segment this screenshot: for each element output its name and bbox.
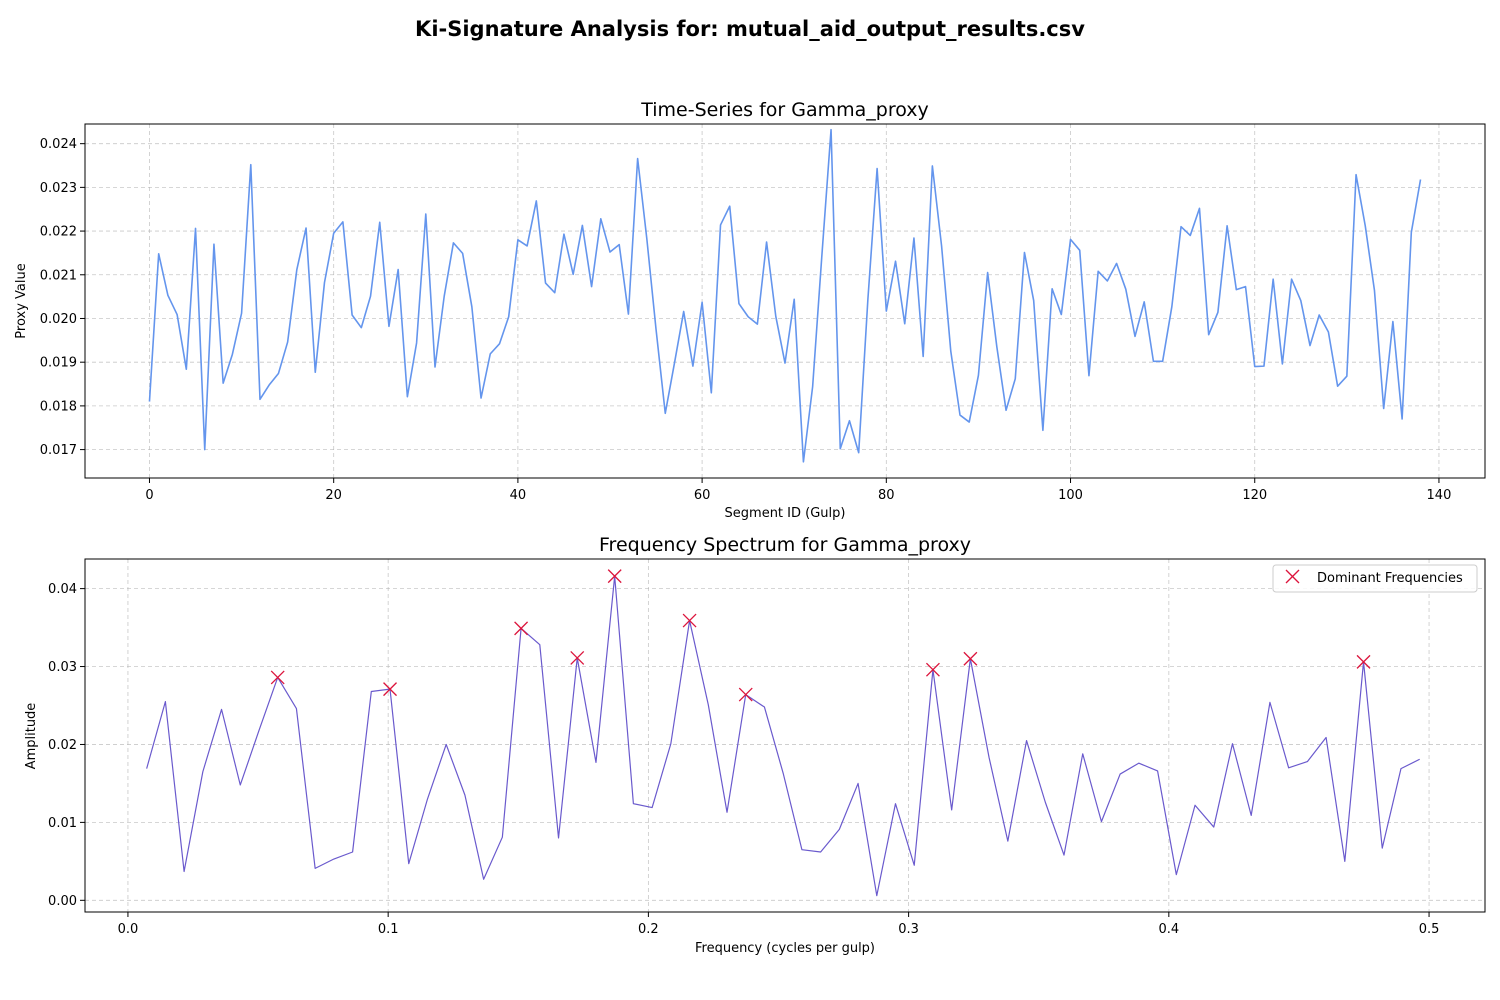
marker-stroke <box>682 613 697 628</box>
time-series-xtick-label: 40 <box>510 488 527 503</box>
dominant-frequency-marker <box>383 682 397 697</box>
time-series-xtick-label: 20 <box>325 488 342 503</box>
dominant-frequency-marker <box>514 621 529 636</box>
frequency-spectrum-ticks: 0.0 0.1 0.2 0.3 0.4 0.5 0.00 0.01 0.02 0.03 0.04 <box>48 582 1439 937</box>
dominant-frequency-marker <box>682 613 697 628</box>
dominant-frequency-marker <box>607 569 622 584</box>
time-series-xtick-label: 120 <box>1242 488 1267 503</box>
time-series-ytick-label: 0.017 <box>40 443 77 458</box>
frequency-spectrum-ytick-label: 0.00 <box>48 894 77 909</box>
frequency-spectrum-xtick-label: 0.1 <box>378 922 399 937</box>
marker-stroke <box>383 682 397 697</box>
frequency-spectrum-grid <box>85 559 1485 912</box>
frequency-spectrum-xtick-label: 0.2 <box>638 922 659 937</box>
frequency-spectrum-panel: Frequency Spectrum for Gamma_proxy 0.0 0.… <box>24 534 1486 956</box>
time-series-panel: Time-Series for Gamma_proxy 0 20 40 60 80 100… <box>14 99 1486 521</box>
time-series-series-line <box>148 128 1422 463</box>
frequency-spectrum-ytick-label: 0.03 <box>48 660 77 675</box>
legend: Dominant Frequencies <box>1272 564 1478 593</box>
time-series-ytick-label: 0.024 <box>40 137 77 152</box>
time-series-xtick-label: 80 <box>878 488 895 503</box>
dominant-frequency-marker <box>270 670 285 685</box>
time-series-xtick-label: 60 <box>694 488 711 503</box>
marker-stroke <box>514 621 529 636</box>
time-series-line-group <box>148 128 1422 463</box>
frequency-spectrum-ytick-label: 0.01 <box>48 816 77 831</box>
time-series-ytick-label: 0.020 <box>40 312 77 327</box>
marker-stroke <box>607 569 622 584</box>
marker-stroke <box>925 662 940 677</box>
time-series-ytick-label: 0.022 <box>40 225 77 240</box>
time-series-ytick-label: 0.018 <box>40 399 77 414</box>
frequency-spectrum-title: Frequency Spectrum for Gamma_proxy <box>599 534 971 556</box>
frequency-spectrum-line-group <box>146 575 1420 897</box>
marker-stroke <box>738 687 753 702</box>
frequency-spectrum-plot-frame <box>84 558 1486 913</box>
dominant-frequency-marker <box>925 662 940 677</box>
time-series-ytick-label: 0.021 <box>40 268 77 283</box>
frequency-spectrum-ylabel: Amplitude <box>24 703 39 770</box>
legend-marker-icon <box>1285 569 1300 584</box>
dominant-frequency-markers <box>270 569 1371 702</box>
dominant-frequency-marker <box>570 651 585 665</box>
frequency-spectrum-xtick-label: 0.0 <box>118 922 139 937</box>
time-series-plot-frame <box>84 123 1486 479</box>
dominant-frequency-marker <box>963 651 978 666</box>
time-series-xtick-label: 140 <box>1427 488 1452 503</box>
marker-stroke <box>570 651 585 665</box>
time-series-ytick-label: 0.023 <box>40 181 77 196</box>
marker-stroke <box>963 651 978 666</box>
dominant-frequency-marker <box>738 687 753 702</box>
time-series-title: Time-Series for Gamma_proxy <box>640 99 929 121</box>
legend-label: Dominant Frequencies <box>1317 571 1463 586</box>
frequency-spectrum-series-line <box>146 575 1420 897</box>
frequency-spectrum-xtick-label: 0.3 <box>898 922 919 937</box>
time-series-grid <box>85 124 1485 478</box>
frequency-spectrum-ytick-label: 0.02 <box>48 738 77 753</box>
figure-title: Ki-Signature Analysis for: mutual_aid_ou… <box>415 17 1085 41</box>
time-series-ylabel: Proxy Value <box>14 263 29 338</box>
legend-box <box>1272 564 1478 593</box>
frequency-spectrum-xtick-label: 0.5 <box>1419 922 1440 937</box>
time-series-xtick-label: 0 <box>145 488 153 503</box>
frequency-spectrum-ytick-label: 0.04 <box>48 582 77 597</box>
dominant-frequency-marker <box>1356 654 1371 669</box>
time-series-ticks: 0 20 40 60 80 100 120 140 0.017 0.018 0.019 0.020 0.… <box>40 137 1452 503</box>
time-series-xlabel: Segment ID (Gulp) <box>725 506 846 521</box>
time-series-xtick-label: 100 <box>1058 488 1083 503</box>
marker-stroke <box>270 670 285 685</box>
time-series-ytick-label: 0.019 <box>40 356 77 371</box>
marker-stroke <box>1356 654 1371 669</box>
frequency-spectrum-xlabel: Frequency (cycles per gulp) <box>695 941 875 956</box>
frequency-spectrum-xtick-label: 0.4 <box>1158 922 1179 937</box>
